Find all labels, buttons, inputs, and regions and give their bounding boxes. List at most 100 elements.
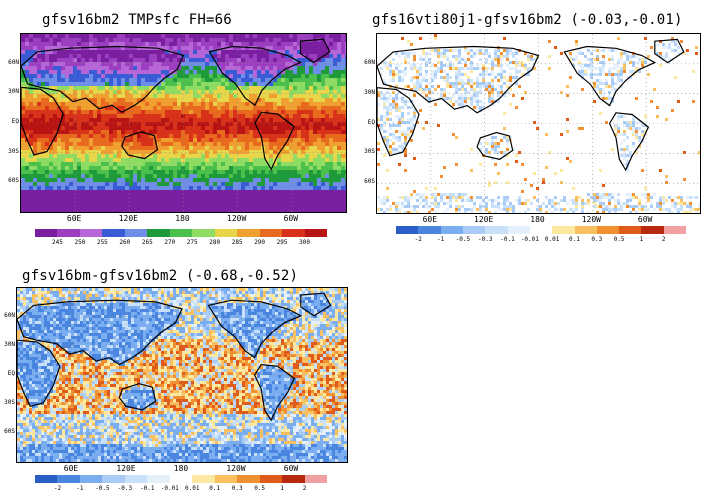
colorbar-label: -1 (436, 236, 445, 243)
lat-tick-label: 30N (4, 341, 15, 348)
lat-tick-label: EQ (7, 370, 15, 377)
colorbar-swatch (304, 475, 328, 483)
coastline (253, 363, 295, 422)
coastline (17, 339, 61, 408)
lon-tick-label: 60E (66, 214, 82, 223)
colorbar-swatch (102, 475, 125, 483)
colorbar-label: 1 (280, 485, 284, 492)
coastline (121, 131, 159, 160)
colorbar-label: 260 (119, 239, 131, 246)
colorbar-label: 0.3 (591, 236, 603, 243)
colorbar-label: -0.01 (160, 485, 179, 492)
coastline (118, 383, 157, 411)
lon-tick-label: 120W (226, 464, 246, 473)
lon-tick-label: 60W (283, 464, 299, 473)
colorbar-label: 265 (141, 239, 153, 246)
lat-tick-label: 30S (4, 399, 15, 406)
lat-tick-label: 60S (4, 428, 15, 435)
colorbar-swatch (102, 229, 125, 237)
lat-tick-label: 30N (8, 88, 19, 96)
colorbar-label: -2 (414, 236, 422, 243)
shaded-field (21, 34, 346, 212)
colorbar-label: 270 (164, 239, 176, 246)
shaded-field (377, 34, 700, 213)
colorbar-label: 1 (639, 236, 644, 243)
colorbar-swatch (485, 226, 508, 234)
colorbar-label: -0.01 (520, 236, 539, 243)
lat-tick-label: 60N (364, 58, 375, 66)
colorbar-swatch (596, 226, 620, 234)
lat-tick-label: 30N (364, 88, 375, 96)
colorbar-label: -0.3 (117, 485, 133, 492)
colorbar-swatch (619, 226, 642, 234)
colorbar-label: 0.1 (209, 485, 221, 492)
lat-tick-label: 30S (364, 148, 375, 156)
colorbar-swatch (641, 226, 664, 234)
colorbar-swatch (169, 229, 193, 237)
colorbar-label: 245 (52, 239, 63, 246)
colorbar-label: 0.01 (544, 236, 560, 243)
colorbar-swatch (529, 226, 553, 234)
colorbar-label: 290 (254, 239, 266, 246)
lon-tick-label: 120E (116, 464, 136, 473)
colorbar-swatch (574, 226, 597, 234)
colorbar-swatch (440, 226, 463, 234)
colorbar-swatch (259, 229, 283, 237)
colorbar-label: 2 (661, 236, 666, 243)
colorbar-label: -0.3 (477, 236, 493, 243)
lon-tick-label: 180 (530, 215, 545, 224)
lat-tick-label: 60N (8, 58, 19, 66)
coastline (17, 299, 183, 366)
lat-tick-label: 60S (364, 178, 375, 186)
lat-tick-label: EQ (367, 118, 375, 126)
colorbar-label: 255 (96, 239, 108, 246)
colorbar-swatch (192, 475, 215, 483)
colorbar-swatch (214, 229, 238, 237)
lon-tick-label: 180 (173, 464, 189, 473)
coastline (563, 45, 657, 107)
colorbar-swatch (237, 475, 260, 483)
lat-tick-label: 60N (4, 312, 15, 319)
colorbar-swatch (169, 475, 193, 483)
colorbar (35, 229, 328, 237)
colorbar-label: 295 (276, 239, 288, 246)
colorbar-swatch (147, 229, 170, 237)
map-area (376, 33, 701, 214)
coastline (476, 131, 514, 160)
coastline (21, 86, 64, 156)
colorbar-label: 285 (231, 239, 243, 246)
colorbar-swatch (552, 226, 575, 234)
colorbar-label: -1 (76, 485, 84, 492)
lon-tick-label: 60W (637, 215, 653, 224)
lon-tick-label: 120E (474, 215, 494, 224)
lon-tick-label: 60E (422, 215, 438, 224)
colorbar-swatch (192, 229, 215, 237)
map-area (20, 33, 347, 213)
shaded-field (17, 288, 347, 462)
lon-tick-label: 120W (227, 214, 247, 223)
colorbar-swatch (396, 226, 419, 234)
colorbar-swatch (304, 229, 328, 237)
colorbar-label: 280 (209, 239, 221, 246)
colorbar-swatch (147, 475, 170, 483)
colorbar-swatch (35, 475, 58, 483)
map-area (16, 287, 348, 463)
colorbar-label: 250 (74, 239, 86, 246)
colorbar-label: 0.5 (254, 485, 266, 492)
coastline (377, 87, 420, 157)
colorbar-swatch (35, 229, 58, 237)
colorbar-swatch (124, 475, 148, 483)
grid-lines (21, 34, 346, 212)
colorbar-label: 0.1 (569, 236, 580, 243)
coastline (654, 38, 685, 64)
colorbar-swatch (214, 475, 238, 483)
colorbar-swatch (79, 475, 103, 483)
colorbar-swatch (663, 226, 687, 234)
colorbar (35, 475, 328, 483)
colorbar-swatch (282, 475, 305, 483)
grid-lines (17, 288, 347, 462)
colorbar-label: -2 (53, 485, 62, 492)
coastline (299, 38, 331, 64)
lon-tick-label: 120E (118, 214, 138, 223)
lon-tick-label: 60W (283, 214, 299, 223)
